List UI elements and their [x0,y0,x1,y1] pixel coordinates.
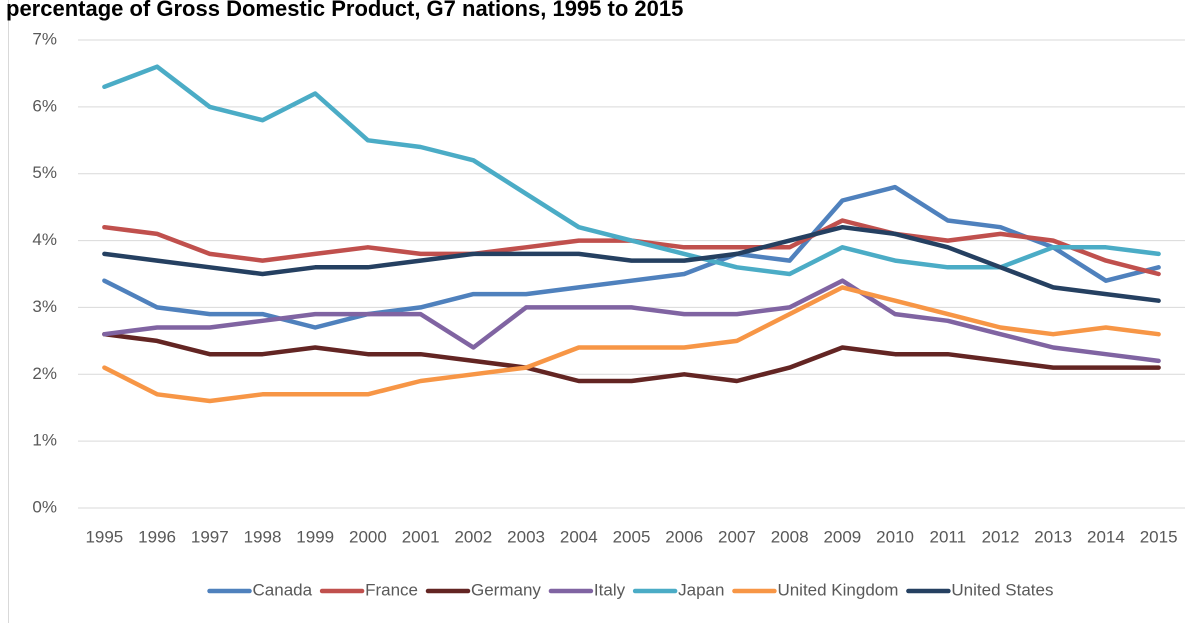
x-tick-label: 1999 [296,527,334,546]
legend-label: France [365,580,418,599]
x-tick-label: 2001 [402,527,440,546]
series-line [102,278,1161,364]
x-tick-label: 2014 [1087,527,1125,546]
x-tick-label: 2009 [823,527,861,546]
y-tick-label: 7% [32,29,57,48]
y-tick-label: 3% [32,297,57,316]
series-line [102,64,1161,277]
x-tick-label: 2007 [718,527,756,546]
x-tick-label: 2015 [1140,527,1178,546]
x-tick-label: 1998 [244,527,282,546]
legend-label: Italy [594,580,626,599]
y-tick-label: 6% [32,96,57,115]
legend-label: Japan [678,580,724,599]
x-tick-label: 2013 [1034,527,1072,546]
chart-title: percentage of Gross Domestic Product, G7… [6,0,683,21]
legend-label: United States [951,580,1053,599]
x-tick-label: 2003 [507,527,545,546]
x-tick-label: 1997 [191,527,229,546]
series-line [102,224,1161,303]
x-tick-label: 2000 [349,527,387,546]
x-tick-label: 2002 [454,527,492,546]
x-tick-label: 2012 [982,527,1020,546]
y-tick-label: 0% [32,497,57,516]
legend-label: United Kingdom [777,580,898,599]
y-tick-label: 2% [32,364,57,383]
series-line [102,331,1161,384]
x-tick-label: 2005 [613,527,651,546]
y-tick-label: 5% [32,163,57,182]
legend-label: Germany [471,580,541,599]
y-tick-label: 4% [32,230,57,249]
x-tick-label: 2011 [930,527,967,546]
series-line [102,285,1161,404]
legend-label: Canada [253,580,313,599]
x-tick-label: 2004 [560,527,598,546]
y-tick-label: 1% [32,431,57,450]
x-tick-label: 2010 [876,527,914,546]
x-tick-label: 2008 [771,527,809,546]
x-tick-label: 1995 [85,527,123,546]
x-tick-label: 1996 [138,527,176,546]
x-tick-label: 2006 [665,527,703,546]
